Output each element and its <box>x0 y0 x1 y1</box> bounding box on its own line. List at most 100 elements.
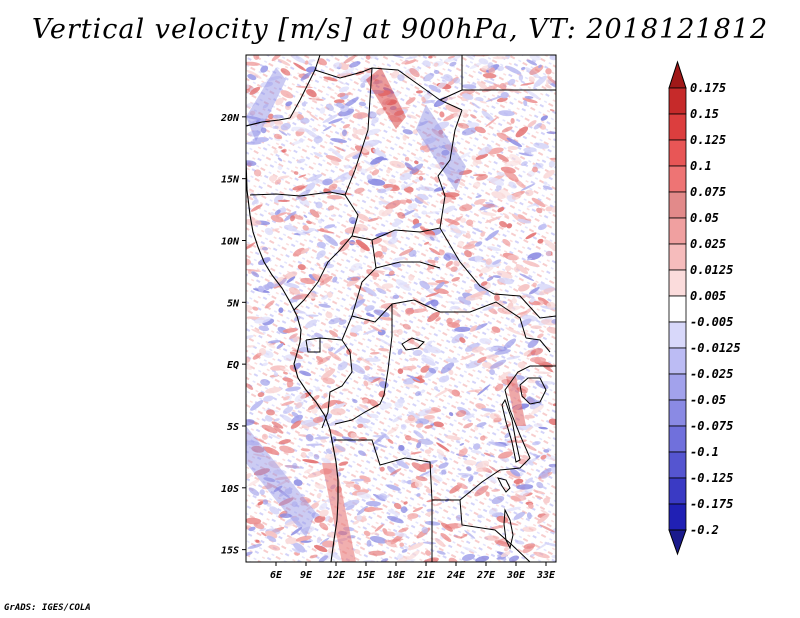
field-cell <box>299 496 312 503</box>
field-cell <box>527 338 539 348</box>
lat-label: 15S <box>221 546 239 557</box>
field-cell <box>518 284 530 292</box>
field-cell <box>329 147 344 160</box>
field-cell <box>364 305 375 312</box>
field-cell <box>372 275 377 280</box>
field-cell <box>416 423 424 428</box>
field-cell <box>425 292 440 298</box>
field-cell <box>431 128 444 139</box>
field-cell <box>257 392 265 398</box>
field-cell <box>461 127 477 136</box>
field-cell <box>494 383 504 392</box>
field-cell <box>488 465 499 473</box>
field-cell <box>262 446 280 456</box>
field-cell <box>247 74 257 81</box>
field-cell <box>333 145 346 152</box>
field-band <box>246 425 316 538</box>
field-cell <box>350 432 358 440</box>
field-cell <box>248 479 260 487</box>
field-cell <box>465 122 480 128</box>
field-cell <box>376 368 387 372</box>
field-cell <box>389 55 404 59</box>
field-cell <box>505 65 522 75</box>
field-cell <box>448 412 454 417</box>
field-cell <box>424 211 442 215</box>
field-cell <box>551 205 556 213</box>
field-cell <box>435 279 449 284</box>
field-cell <box>453 535 463 539</box>
field-cell <box>481 85 498 93</box>
field-cell <box>386 484 401 491</box>
field-cell <box>268 544 281 551</box>
field-cell <box>342 123 351 129</box>
colorbar-swatch <box>668 451 687 479</box>
field-cell <box>476 422 487 428</box>
field-cell <box>259 489 265 495</box>
field-cell <box>246 258 251 266</box>
field-cell <box>477 384 491 396</box>
field-cell <box>277 165 283 170</box>
field-cell <box>268 117 284 125</box>
field-cell <box>418 120 429 127</box>
field-cell <box>271 421 284 429</box>
field-cell <box>408 274 415 281</box>
field-cell <box>475 97 484 102</box>
field-cell <box>389 468 402 476</box>
field-cell <box>262 103 269 109</box>
field-cell <box>289 333 298 339</box>
field-cell <box>472 181 481 189</box>
field-cell <box>349 61 361 68</box>
field-cell <box>271 55 283 62</box>
field-cell <box>413 430 424 439</box>
field-cell <box>443 55 461 63</box>
field-cell <box>543 449 550 453</box>
field-cell <box>249 110 256 116</box>
field-cell <box>321 273 330 281</box>
field-cell <box>260 81 274 88</box>
longitude-labels: 6E 9E 12E 15E 18E 21E 24E 27E 30E 33E <box>270 562 556 581</box>
field-cell <box>309 209 320 218</box>
field-cell <box>334 444 346 452</box>
field-cell <box>387 438 394 444</box>
field-cell <box>392 415 403 423</box>
field-cell <box>382 266 392 270</box>
latitude-labels: 20N 15N 10N 5N EQ 5S 10S 15S <box>220 113 246 557</box>
field-cell <box>456 128 460 132</box>
field-cell <box>280 414 294 424</box>
field-cell <box>509 154 522 164</box>
field-cell <box>336 102 345 109</box>
field-cell <box>272 114 284 119</box>
field-cell <box>518 74 524 81</box>
field-cell <box>507 254 519 261</box>
field-cell <box>306 220 312 225</box>
field-cell <box>350 325 363 333</box>
field-cell <box>284 488 293 495</box>
field-cell <box>410 451 422 455</box>
field-cell <box>277 157 283 162</box>
field-cell <box>359 168 368 174</box>
field-cell <box>246 419 255 426</box>
field-cell <box>278 497 294 506</box>
field-cell <box>428 367 437 374</box>
field-cell <box>322 540 336 548</box>
field-cell <box>476 81 489 91</box>
field-cell <box>317 219 323 224</box>
field-cell <box>408 411 420 420</box>
field-cell <box>434 163 443 168</box>
field-cell <box>529 55 541 61</box>
field-cell <box>461 553 476 561</box>
field-cell <box>445 104 461 113</box>
field-cell <box>533 423 543 428</box>
field-cell <box>497 206 505 213</box>
field-cell <box>492 275 502 278</box>
field-cell <box>471 346 485 353</box>
field-cell <box>273 276 284 284</box>
field-cell <box>422 348 429 354</box>
field-cell <box>428 84 442 93</box>
field-cell <box>546 301 556 309</box>
field-cell <box>494 540 511 547</box>
field-cell <box>432 474 443 482</box>
field-cell <box>407 513 419 519</box>
field-cell <box>363 380 369 387</box>
field-cell <box>407 542 424 551</box>
